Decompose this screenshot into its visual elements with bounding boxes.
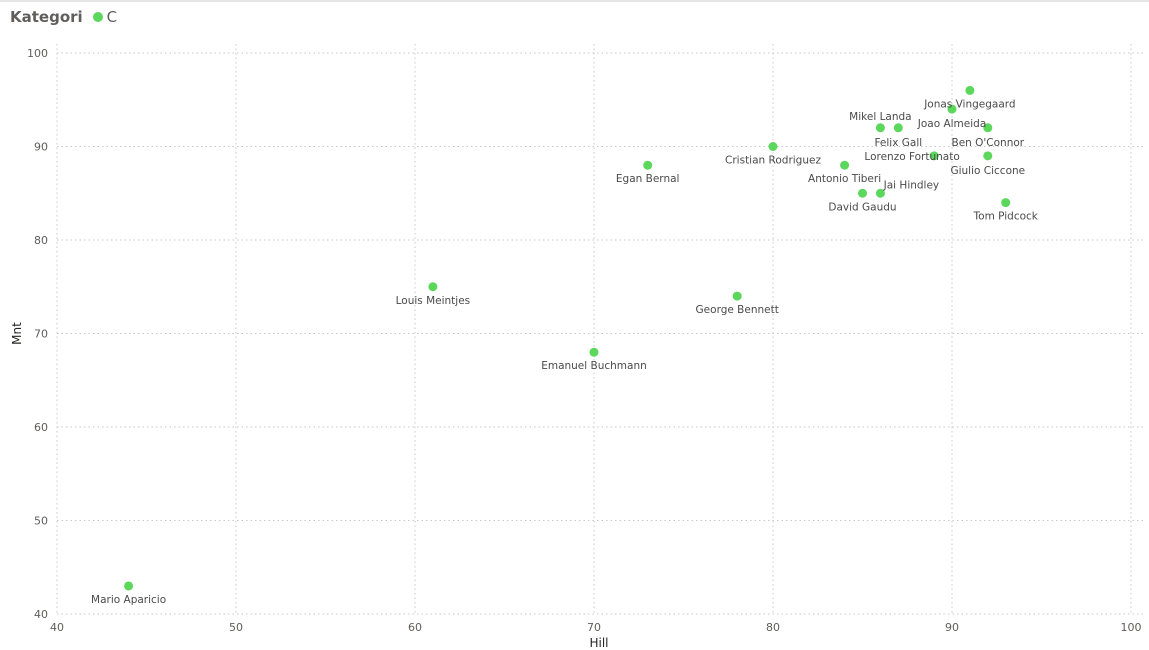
data-point[interactable] — [875, 123, 885, 133]
data-point[interactable] — [965, 85, 975, 95]
data-point[interactable] — [983, 151, 993, 161]
data-point[interactable] — [428, 282, 438, 292]
data-label: David Gaudu — [828, 201, 896, 213]
data-label: Mikel Landa — [849, 111, 911, 123]
data-point[interactable] — [732, 291, 742, 301]
legend-title: Kategori — [10, 8, 83, 26]
data-point[interactable] — [643, 160, 653, 170]
data-point[interactable] — [929, 151, 939, 161]
y-tick-label: 50 — [34, 515, 48, 528]
y-axis-title: Mnt — [10, 322, 24, 345]
legend-swatch-icon[interactable] — [92, 12, 103, 22]
x-tick-label: 60 — [408, 621, 422, 634]
y-tick-label: 100 — [27, 47, 48, 60]
data-labels: Jonas Vingegaard Joao Almeida Mikel Landa F… — [91, 98, 1039, 606]
data-points — [124, 85, 1011, 591]
data-label: Egan Bernal — [616, 173, 680, 185]
x-tick-label: 80 — [766, 621, 780, 634]
y-tick-label: 40 — [34, 608, 48, 621]
y-tick-label: 60 — [34, 421, 48, 434]
x-tick-label: 40 — [50, 621, 64, 634]
data-label: Cristian Rodriguez — [725, 155, 821, 167]
data-point[interactable] — [1001, 198, 1011, 208]
x-axis-title: Hill — [589, 636, 608, 650]
data-label: Felix Gall — [874, 137, 922, 149]
data-label: Giulio Ciccone — [950, 165, 1025, 177]
y-tick-label: 80 — [34, 234, 48, 247]
data-label: Jai Hindley — [883, 179, 940, 191]
data-label: George Bennett — [696, 304, 779, 316]
tick-labels: 40 50 60 70 80 90 100 40 50 60 70 80 90 100 — [27, 47, 1142, 634]
y-tick-label: 70 — [34, 328, 48, 341]
data-point[interactable] — [840, 160, 850, 170]
data-label: Mario Aparicio — [91, 594, 166, 606]
data-point[interactable] — [589, 347, 599, 357]
data-label: Jonas Vingegaard — [923, 98, 1015, 110]
y-tick-label: 90 — [34, 141, 48, 154]
data-point[interactable] — [124, 581, 134, 591]
data-label: Louis Meintjes — [396, 295, 471, 307]
x-tick-label: 70 — [587, 621, 601, 634]
data-point[interactable] — [858, 188, 867, 198]
x-tick-label: 100 — [1121, 621, 1142, 634]
x-tick-label: 50 — [229, 621, 243, 634]
data-label: Emanuel Buchmann — [541, 360, 647, 372]
data-point[interactable] — [768, 142, 778, 151]
legend: Kategori C — [10, 8, 117, 26]
gridlines — [56, 44, 1146, 615]
data-label: Lorenzo Fortunato — [864, 151, 959, 163]
data-label: Tom Pidcock — [973, 211, 1039, 223]
x-tick-label: 90 — [945, 621, 959, 634]
data-label: Joao Almeida — [917, 118, 987, 130]
legend-item-label[interactable]: C — [106, 8, 118, 26]
data-point[interactable] — [875, 188, 885, 198]
data-point[interactable] — [947, 104, 957, 114]
data-label: Ben O'Connor — [951, 137, 1024, 149]
data-point[interactable] — [893, 123, 903, 133]
data-label: Antonio Tiberi — [808, 173, 881, 185]
data-point[interactable] — [983, 123, 993, 133]
